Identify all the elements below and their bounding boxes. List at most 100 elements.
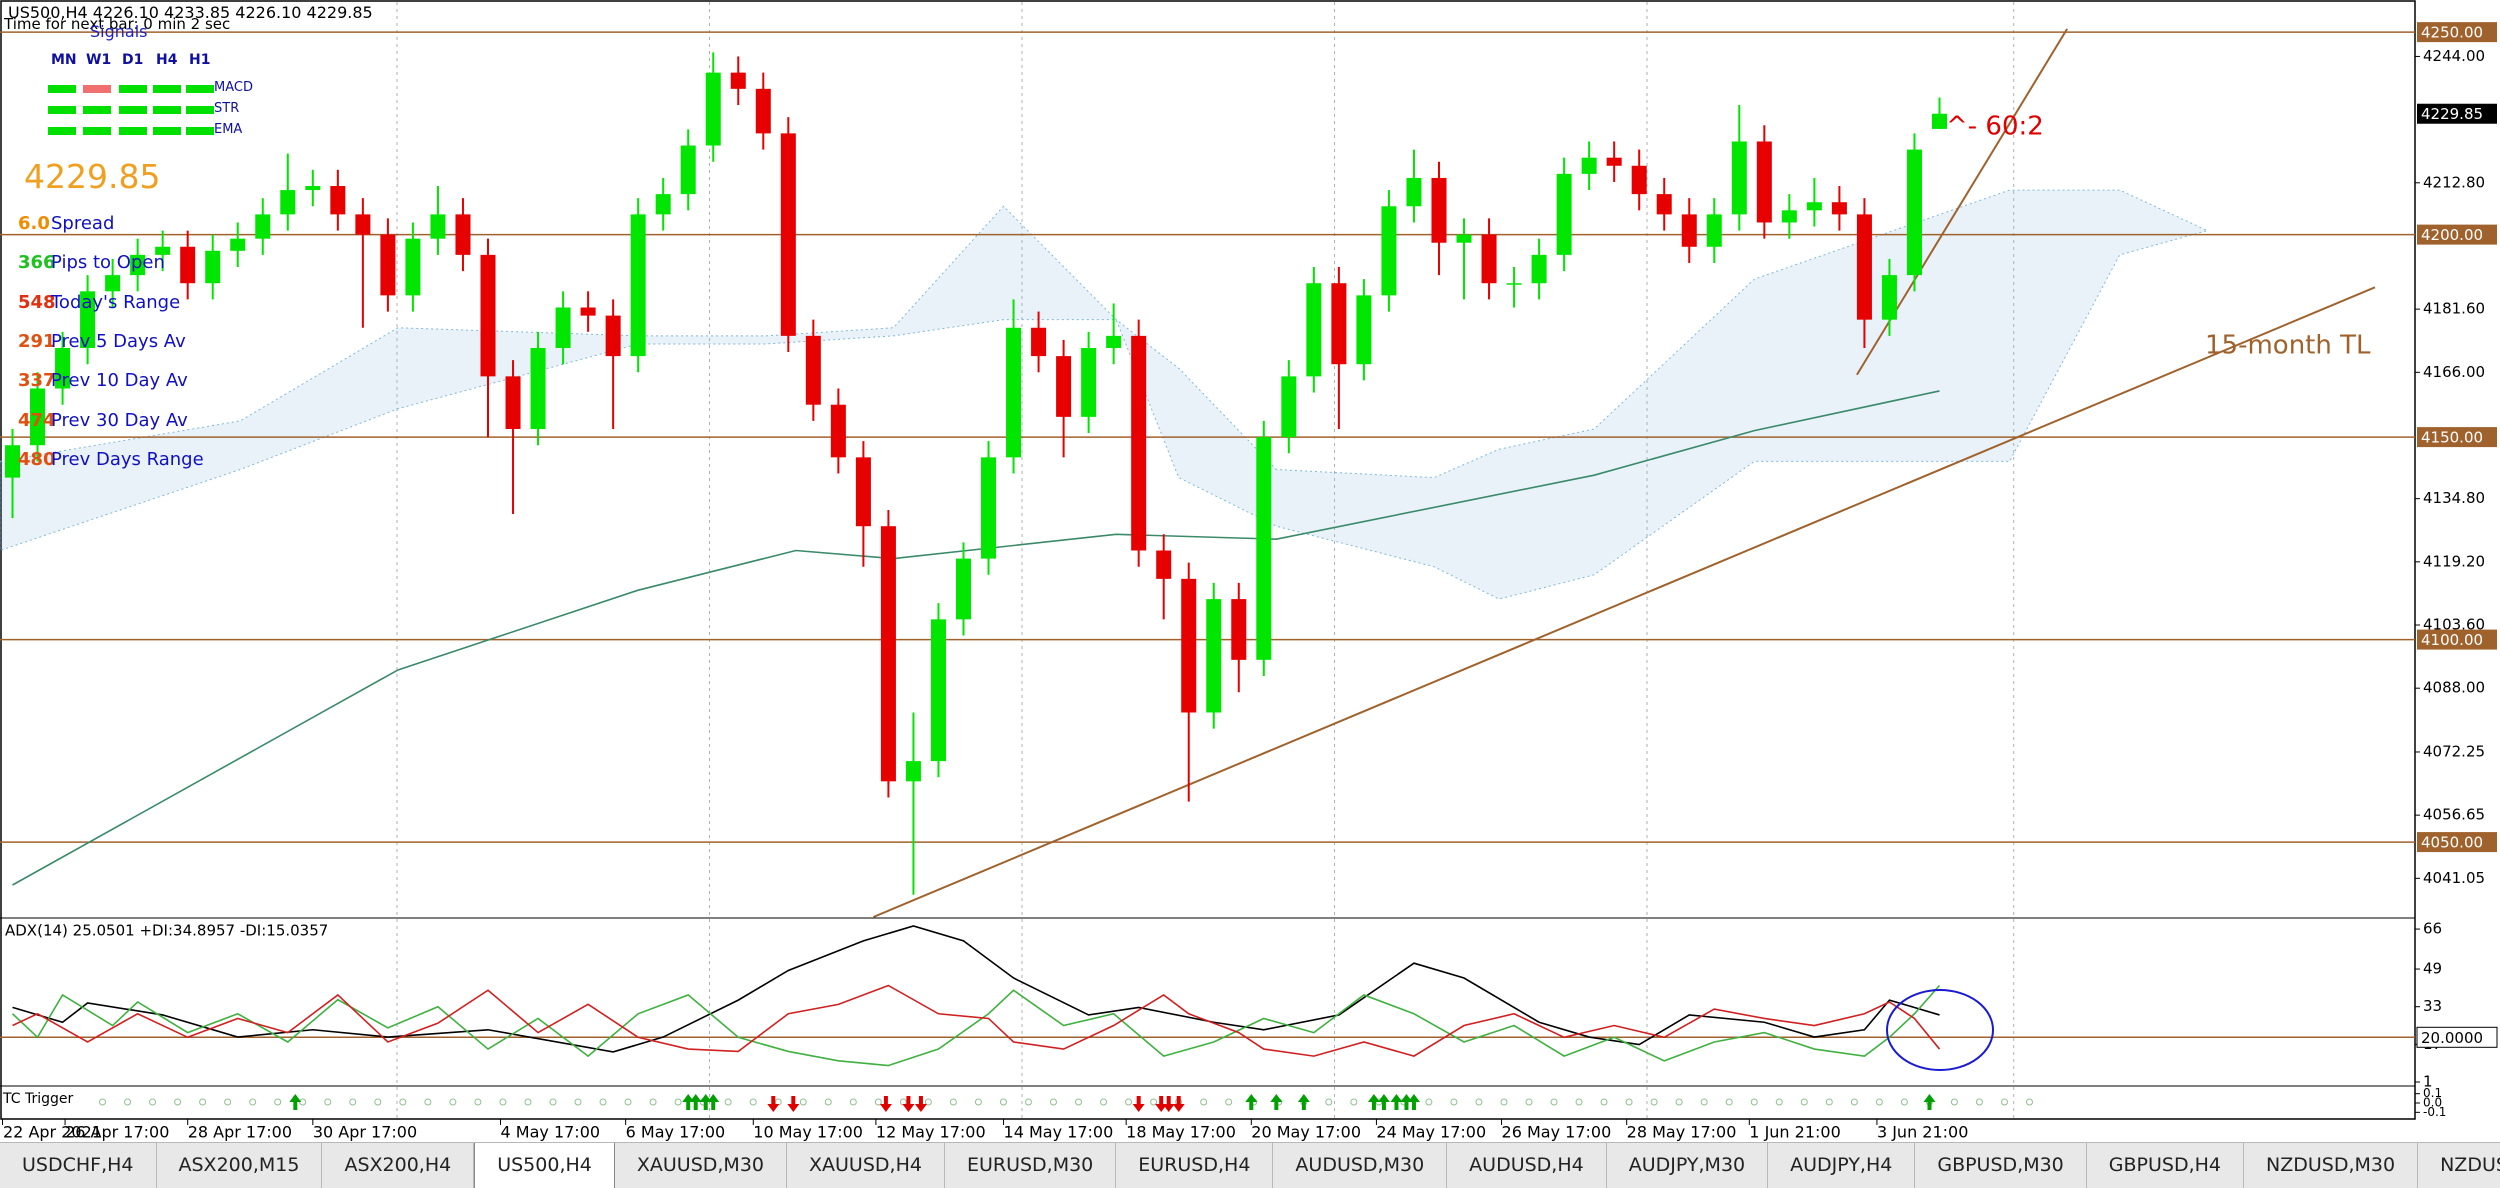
trigger-dot [549, 1098, 557, 1106]
signal-column: W1 [86, 52, 112, 68]
trigger-dot [1825, 1098, 1833, 1106]
tab[interactable]: US500,H4 [474, 1143, 615, 1188]
tab[interactable]: AUDJPY,H4 [1768, 1143, 1916, 1188]
candle-body [155, 246, 171, 255]
trigger-dot [799, 1098, 807, 1106]
signal-bar [119, 106, 147, 114]
tab[interactable]: EURUSD,M30 [945, 1143, 1117, 1188]
tab[interactable]: USDCHF,H4 [0, 1143, 157, 1188]
tab[interactable]: AUDUSD,M30 [1273, 1143, 1448, 1188]
tab[interactable]: ASX200,H4 [322, 1143, 475, 1188]
candle-body [255, 214, 271, 239]
candle-body [1306, 283, 1322, 377]
y-tick-label: 0.0 [2423, 1096, 2442, 1110]
x-tick-label: 14 May 17:00 [1004, 1123, 1114, 1142]
candle-body [1206, 599, 1222, 713]
y-tick-label: 4166.00 [2423, 363, 2485, 381]
x-tick-label: 28 May 17:00 [1627, 1123, 1737, 1142]
trigger-dot [449, 1098, 457, 1106]
trigger-dot [974, 1098, 982, 1106]
candle-body [1531, 254, 1547, 284]
up-arrow [1377, 1094, 1390, 1110]
candle-body [630, 214, 646, 357]
tab[interactable]: XAUUSD,M30 [615, 1143, 788, 1188]
candle-body [355, 214, 371, 235]
trigger-dot [624, 1098, 632, 1106]
candle-body [1506, 283, 1522, 285]
tab[interactable]: ASX200,M15 [157, 1143, 323, 1188]
signal-column: H1 [189, 52, 211, 68]
level-box [2417, 22, 2497, 43]
ichimoku-cloud [0, 189, 2209, 600]
trigger-dot [324, 1098, 332, 1106]
level-box [2417, 629, 2497, 650]
signal-bar [153, 127, 181, 135]
candle-body [1881, 275, 1897, 320]
level-label: 4250.00 [2421, 24, 2483, 42]
trigger-dot [1750, 1098, 1758, 1106]
highlight-circle [1886, 989, 1994, 1071]
trigger-dot [824, 1098, 832, 1106]
y-tick-label: 4181.60 [2423, 300, 2485, 318]
tab[interactable]: XAUUSD,H4 [787, 1143, 945, 1188]
trigger-dot [1350, 1098, 1358, 1106]
candle-body [105, 275, 121, 292]
stat-label: Today's Range [51, 291, 181, 313]
x-tick-label: 1 Jun 21:00 [1749, 1123, 1840, 1142]
y-tick-label: 1 [2423, 1073, 2433, 1091]
level-box [2417, 224, 2497, 245]
candle-body [1681, 214, 1697, 247]
candle-body [280, 190, 296, 215]
candle-body [1431, 177, 1447, 243]
candle-body [1281, 376, 1297, 438]
candle-body [305, 186, 321, 191]
candle-body [405, 238, 421, 296]
x-tick-label: 12 May 17:00 [876, 1123, 986, 1142]
candle-body [1181, 578, 1197, 713]
signal-column: MN [51, 52, 77, 68]
down-arrow [787, 1096, 800, 1112]
panel-title: TC Trigger [2, 1091, 73, 1107]
stat-value: 474 [18, 409, 56, 431]
up-arrow [1923, 1094, 1936, 1110]
y-tick-label: 4244.00 [2423, 47, 2485, 65]
candle-body [1581, 157, 1597, 174]
tab[interactable]: AUDJPY,M30 [1607, 1143, 1769, 1188]
signal-bar [186, 85, 214, 93]
trigger-dot [1425, 1098, 1433, 1106]
candle-body [205, 250, 221, 284]
trigger-dot [1900, 1098, 1908, 1106]
stat-value: 548 [18, 291, 56, 313]
signal-bar [83, 106, 111, 114]
tab[interactable]: NZDUSD,H4 [2418, 1143, 2500, 1188]
indicator-line [12, 925, 1940, 1053]
y-tick-label: 4041.05 [2423, 869, 2485, 887]
signal-row-label: EMA [214, 122, 243, 137]
candle-body [1456, 234, 1472, 243]
tab[interactable]: NZDUSD,M30 [2244, 1143, 2419, 1188]
candle-body [1356, 295, 1372, 365]
candle-body [130, 254, 146, 276]
x-tick-label: 4 May 17:00 [501, 1123, 601, 1142]
tab[interactable]: EURUSD,H4 [1116, 1143, 1274, 1188]
candle-body [1381, 206, 1397, 296]
tab[interactable]: AUDUSD,H4 [1447, 1143, 1607, 1188]
up-arrow [1407, 1094, 1420, 1110]
candle-body [180, 246, 196, 284]
signal-row-label: STR [214, 101, 240, 116]
y-tick-label: 4056.65 [2423, 806, 2485, 824]
tab[interactable]: GBPUSD,H4 [2087, 1143, 2245, 1188]
trigger-dot [1125, 1098, 1133, 1106]
trigger-dot [849, 1098, 857, 1106]
trigger-dot [1325, 1098, 1333, 1106]
x-tick-label: 24 May 17:00 [1376, 1123, 1486, 1142]
tab[interactable]: GBPUSD,M30 [1915, 1143, 2087, 1188]
candle-body [1781, 210, 1797, 223]
candle-body [230, 238, 246, 251]
signal-bar [83, 85, 111, 93]
y-tick-label: 49 [2423, 960, 2442, 978]
trigger-dot [1650, 1098, 1658, 1106]
signal-row-label: MACD [214, 80, 253, 95]
candle-body [905, 761, 921, 782]
trigger-dot [1024, 1098, 1032, 1106]
